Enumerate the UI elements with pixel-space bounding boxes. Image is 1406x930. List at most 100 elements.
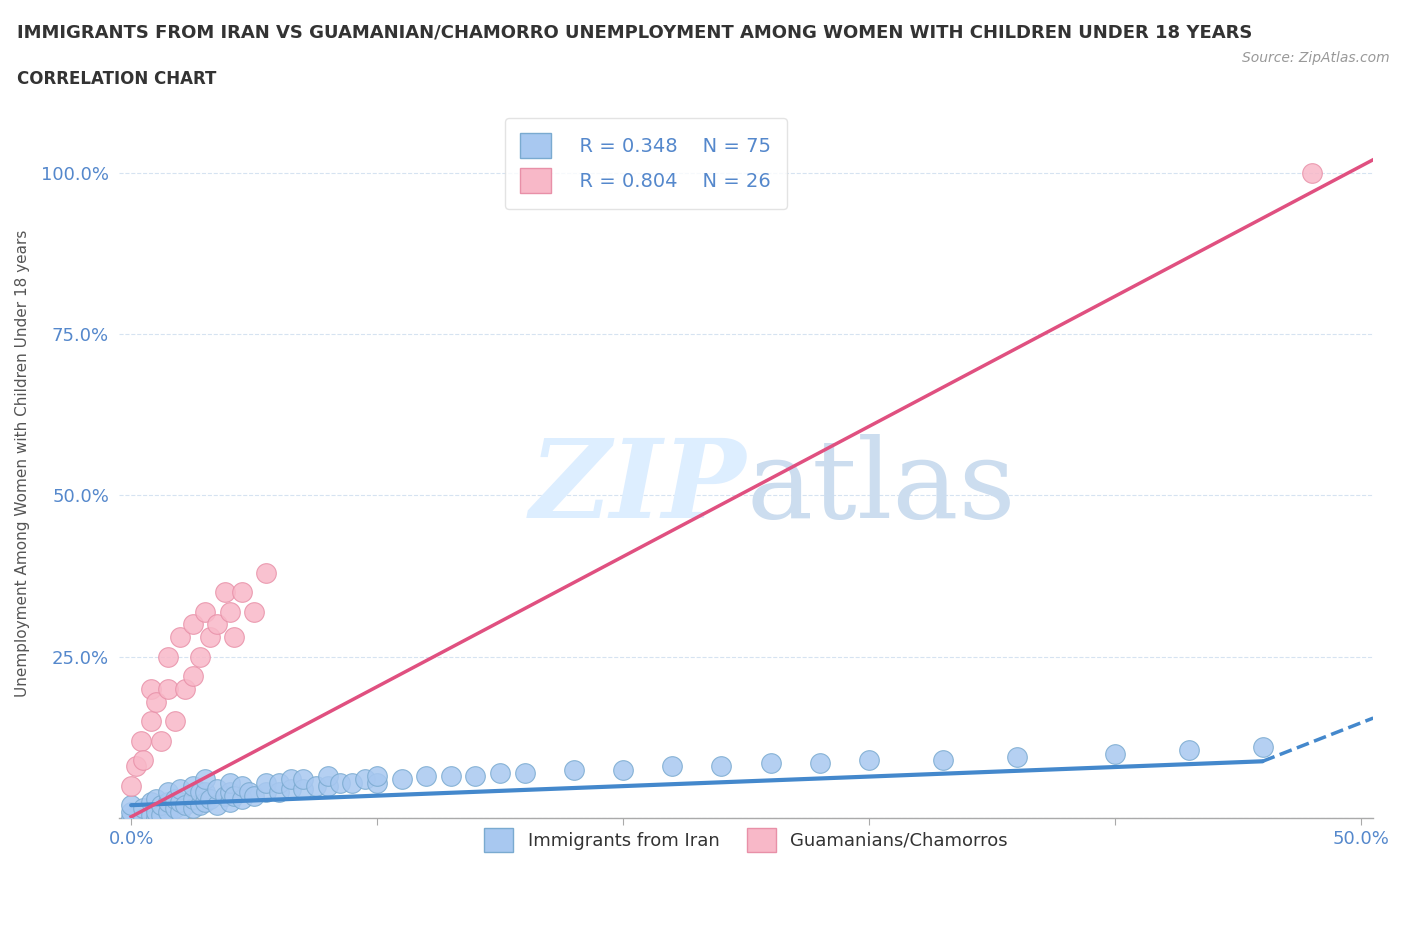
Y-axis label: Unemployment Among Women with Children Under 18 years: Unemployment Among Women with Children U… — [15, 230, 30, 697]
Point — [181, 669, 204, 684]
Point — [238, 785, 260, 800]
Point — [194, 794, 217, 809]
Point — [243, 604, 266, 619]
Point — [280, 781, 302, 796]
Point — [132, 752, 155, 767]
Point — [169, 781, 191, 796]
Point — [165, 801, 187, 816]
Point — [139, 682, 162, 697]
Point — [139, 794, 162, 809]
Point — [165, 791, 187, 806]
Point — [464, 769, 486, 784]
Point — [316, 778, 339, 793]
Point — [391, 772, 413, 787]
Point — [145, 811, 167, 826]
Point — [1005, 750, 1028, 764]
Point — [198, 791, 221, 806]
Point — [149, 733, 172, 748]
Point — [243, 788, 266, 803]
Point — [169, 804, 191, 819]
Point — [1177, 743, 1199, 758]
Point — [205, 798, 228, 813]
Point — [157, 649, 180, 664]
Point — [139, 714, 162, 729]
Point — [214, 788, 236, 803]
Point — [759, 756, 782, 771]
Point — [205, 781, 228, 796]
Point — [174, 682, 197, 697]
Point — [129, 733, 152, 748]
Point — [661, 759, 683, 774]
Point — [157, 804, 180, 819]
Point — [304, 778, 326, 793]
Text: ZIP: ZIP — [530, 434, 747, 541]
Point — [254, 565, 277, 580]
Point — [231, 585, 253, 600]
Point — [858, 752, 880, 767]
Point — [157, 794, 180, 809]
Text: Source: ZipAtlas.com: Source: ZipAtlas.com — [1241, 51, 1389, 65]
Point — [612, 763, 634, 777]
Point — [224, 630, 246, 644]
Point — [316, 769, 339, 784]
Point — [267, 785, 290, 800]
Point — [120, 804, 142, 819]
Text: CORRELATION CHART: CORRELATION CHART — [17, 70, 217, 87]
Point — [132, 811, 155, 826]
Point — [254, 776, 277, 790]
Point — [342, 776, 364, 790]
Point — [157, 785, 180, 800]
Point — [562, 763, 585, 777]
Point — [267, 776, 290, 790]
Point — [254, 785, 277, 800]
Point — [366, 769, 388, 784]
Point — [1104, 746, 1126, 761]
Point — [218, 785, 240, 800]
Point — [808, 756, 831, 771]
Point — [181, 791, 204, 806]
Point — [366, 776, 388, 790]
Point — [149, 798, 172, 813]
Point — [120, 778, 142, 793]
Point — [218, 776, 240, 790]
Point — [120, 811, 142, 826]
Point — [194, 604, 217, 619]
Point — [292, 781, 315, 796]
Point — [145, 695, 167, 710]
Point — [1251, 739, 1274, 754]
Point — [440, 769, 463, 784]
Point — [169, 794, 191, 809]
Point — [188, 649, 211, 664]
Point — [174, 798, 197, 813]
Point — [214, 585, 236, 600]
Point — [145, 804, 167, 819]
Point — [139, 807, 162, 822]
Point — [932, 752, 955, 767]
Text: atlas: atlas — [747, 434, 1015, 541]
Point — [165, 714, 187, 729]
Point — [120, 798, 142, 813]
Point — [149, 807, 172, 822]
Point — [194, 785, 217, 800]
Point — [513, 765, 536, 780]
Point — [181, 801, 204, 816]
Point — [205, 617, 228, 631]
Point — [157, 682, 180, 697]
Text: IMMIGRANTS FROM IRAN VS GUAMANIAN/CHAMORRO UNEMPLOYMENT AMONG WOMEN WITH CHILDRE: IMMIGRANTS FROM IRAN VS GUAMANIAN/CHAMOR… — [17, 23, 1253, 41]
Point — [489, 765, 512, 780]
Point — [181, 617, 204, 631]
Point — [231, 791, 253, 806]
Legend: Immigrants from Iran, Guamanians/Chamorros: Immigrants from Iran, Guamanians/Chamorr… — [477, 821, 1015, 858]
Point — [181, 778, 204, 793]
Point — [132, 801, 155, 816]
Point — [710, 759, 733, 774]
Point — [169, 630, 191, 644]
Point — [198, 630, 221, 644]
Point — [292, 772, 315, 787]
Point — [125, 759, 148, 774]
Point — [280, 772, 302, 787]
Point — [231, 778, 253, 793]
Point — [329, 776, 352, 790]
Point — [415, 769, 437, 784]
Point — [224, 788, 246, 803]
